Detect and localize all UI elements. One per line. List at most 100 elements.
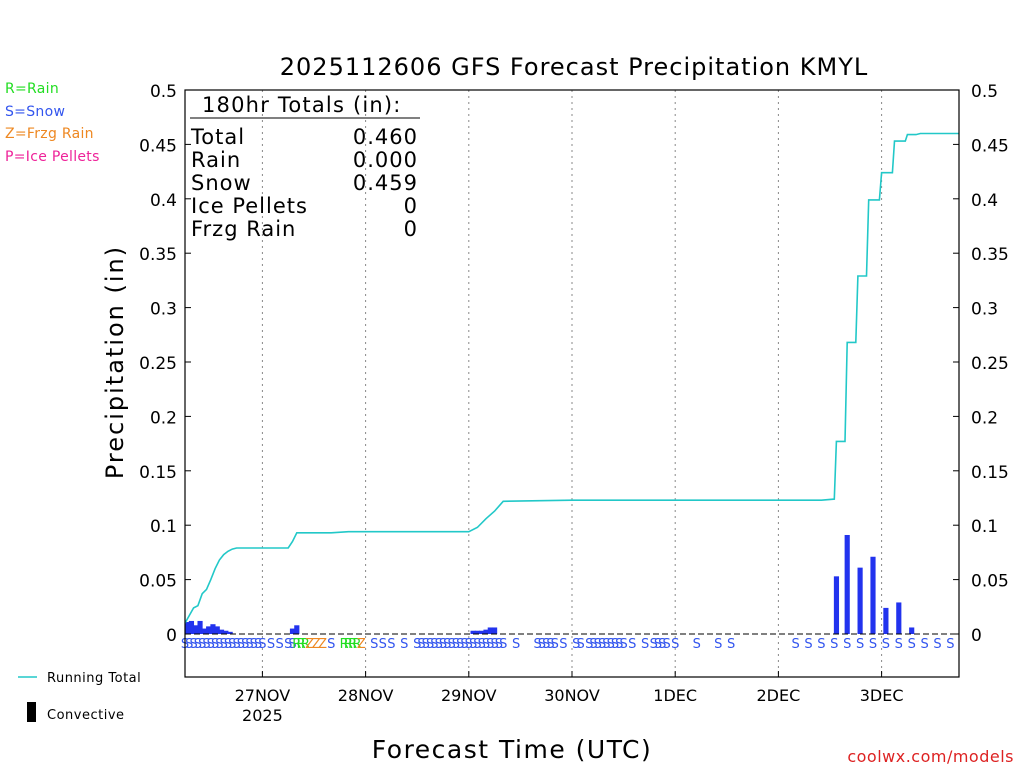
x-tick-label: 28NOV — [338, 686, 394, 705]
precip-type-marker: S — [443, 637, 451, 652]
precip-type-marker: S — [469, 637, 477, 652]
precip-type-marker: S — [817, 637, 825, 652]
precip-bar — [289, 628, 296, 634]
precip-type-marker: S — [439, 637, 447, 652]
totals-label-rain: Rain — [191, 148, 241, 172]
precip-type-marker: S — [598, 637, 606, 652]
precip-type-marker: S — [486, 637, 494, 652]
precip-bar — [487, 627, 493, 634]
running-total-line — [184, 132, 959, 624]
y-tick-label-left: 0.1 — [150, 517, 177, 537]
precip-type-marker: Z — [305, 637, 314, 652]
precip-type-marker: S — [933, 637, 941, 652]
precip-type-marker: S — [250, 637, 258, 652]
precip-type-marker: S — [641, 637, 649, 652]
precip-bar — [218, 629, 225, 634]
precip-type-marker: S — [284, 637, 292, 652]
precip-type-marker: S — [946, 637, 954, 652]
precip-bar — [184, 622, 190, 634]
totals-label-total: Total — [190, 125, 245, 149]
convective-legend-swatch — [27, 702, 36, 722]
chart-title: 2025112606 GFS Forecast Precipitation KM… — [280, 53, 868, 81]
precip-bar — [833, 576, 840, 634]
precip-type-marker: S — [207, 637, 215, 652]
precip-type-marker: S — [387, 637, 395, 652]
precip-bar — [206, 626, 212, 634]
precip-type-marker: S — [615, 637, 623, 652]
precip-type-marker: S — [693, 637, 701, 652]
precip-type-marker: S — [288, 637, 296, 652]
precip-bar — [197, 620, 203, 634]
legend-snow: S=Snow — [5, 104, 66, 120]
precip-type-marker: S — [198, 637, 206, 652]
y-tick-label-right: 0.4 — [971, 191, 998, 211]
precip-bar — [483, 629, 489, 634]
precip-type-marker: R — [340, 637, 349, 652]
precip-bar — [188, 620, 195, 634]
precip-type-marker: S — [576, 637, 584, 652]
precip-type-marker: S — [589, 637, 597, 652]
y-tick-label-left: 0.2 — [150, 408, 177, 428]
y-axis-left-ticks: 0 0.05 0.1 0.15 0.2 0.25 0.3 0.35 0.4 0.45 0.5 — [139, 82, 191, 646]
y-tick-label-right: 0.25 — [971, 354, 1009, 374]
precip-type-marker: S — [856, 637, 864, 652]
precip-type-marker: S — [882, 637, 890, 652]
precip-type-marker: S — [413, 637, 421, 652]
totals-label-frzg-rain: Frzg Rain — [191, 217, 296, 241]
precip-type-marker: S — [327, 637, 335, 652]
precip-type-marker: S — [495, 637, 503, 652]
precip-type-marker: S — [224, 637, 232, 652]
precip-type-marker: S — [202, 637, 210, 652]
x-axis-label: Forecast Time (UTC) — [372, 735, 652, 764]
precip-type-marker: S — [189, 637, 197, 652]
totals-value-snow: 0.459 — [353, 171, 418, 195]
precip-bar — [492, 627, 498, 634]
totals-box: 180hr Totals (in): Total 0.460 Rain 0.00… — [190, 93, 420, 241]
precip-bar — [470, 630, 476, 634]
precip-type-marker: S — [435, 637, 443, 652]
precip-bar — [896, 602, 902, 634]
precip-bar — [214, 626, 220, 634]
precip-type-marker: S — [662, 637, 670, 652]
precip-type-marker: S — [538, 637, 546, 652]
precip-type-marker: S — [452, 637, 460, 652]
precip-type-marker: R — [344, 637, 353, 652]
precip-type-marker: S — [512, 637, 520, 652]
precip-type-marker: S — [791, 637, 799, 652]
y-tick-label-right: 0.05 — [971, 572, 1009, 592]
precip-type-marker: S — [542, 637, 550, 652]
precip-type-marker: S — [267, 637, 275, 652]
precip-type-marker: S — [275, 637, 283, 652]
precip-type-marker: S — [465, 637, 473, 652]
precip-type-marker: S — [671, 637, 679, 652]
precip-type-marker: S — [585, 637, 593, 652]
y-tick-label-right: 0.2 — [971, 408, 998, 428]
precip-type-marker: Z — [357, 637, 366, 652]
x-tick-label: 29NOV — [441, 686, 497, 705]
y-tick-label-left: 0.4 — [150, 191, 177, 211]
precip-bar — [201, 628, 207, 634]
precip-type-marker: S — [499, 637, 507, 652]
y-tick-label-right: 0.3 — [971, 300, 998, 320]
y-tick-label-left: 0.25 — [139, 354, 177, 374]
precip-type-marker: S — [194, 637, 202, 652]
precip-type-marker: S — [228, 637, 236, 652]
y-axis-right-ticks: 0 0.05 0.1 0.15 0.2 0.25 0.3 0.35 0.4 0.45 0.5 — [953, 82, 1009, 646]
precip-type-marker: S — [379, 637, 387, 652]
y-tick-label-left: 0.45 — [139, 136, 177, 156]
precip-type-marker: R — [297, 637, 306, 652]
totals-label-snow: Snow — [191, 171, 252, 195]
precip-type-marker: S — [920, 637, 928, 652]
precip-bar — [870, 556, 876, 634]
x-tick-label: 27NOV — [235, 686, 291, 705]
precip-type-marker: S — [602, 637, 610, 652]
totals-value-frzg-rain: 0 — [404, 217, 418, 241]
plot-frame — [184, 89, 960, 678]
totals-value-rain: 0.000 — [353, 148, 418, 172]
precip-bar — [479, 630, 485, 634]
precip-type-marker: S — [254, 637, 262, 652]
precip-type-marker: S — [804, 637, 812, 652]
precip-type-marker: S — [830, 637, 838, 652]
